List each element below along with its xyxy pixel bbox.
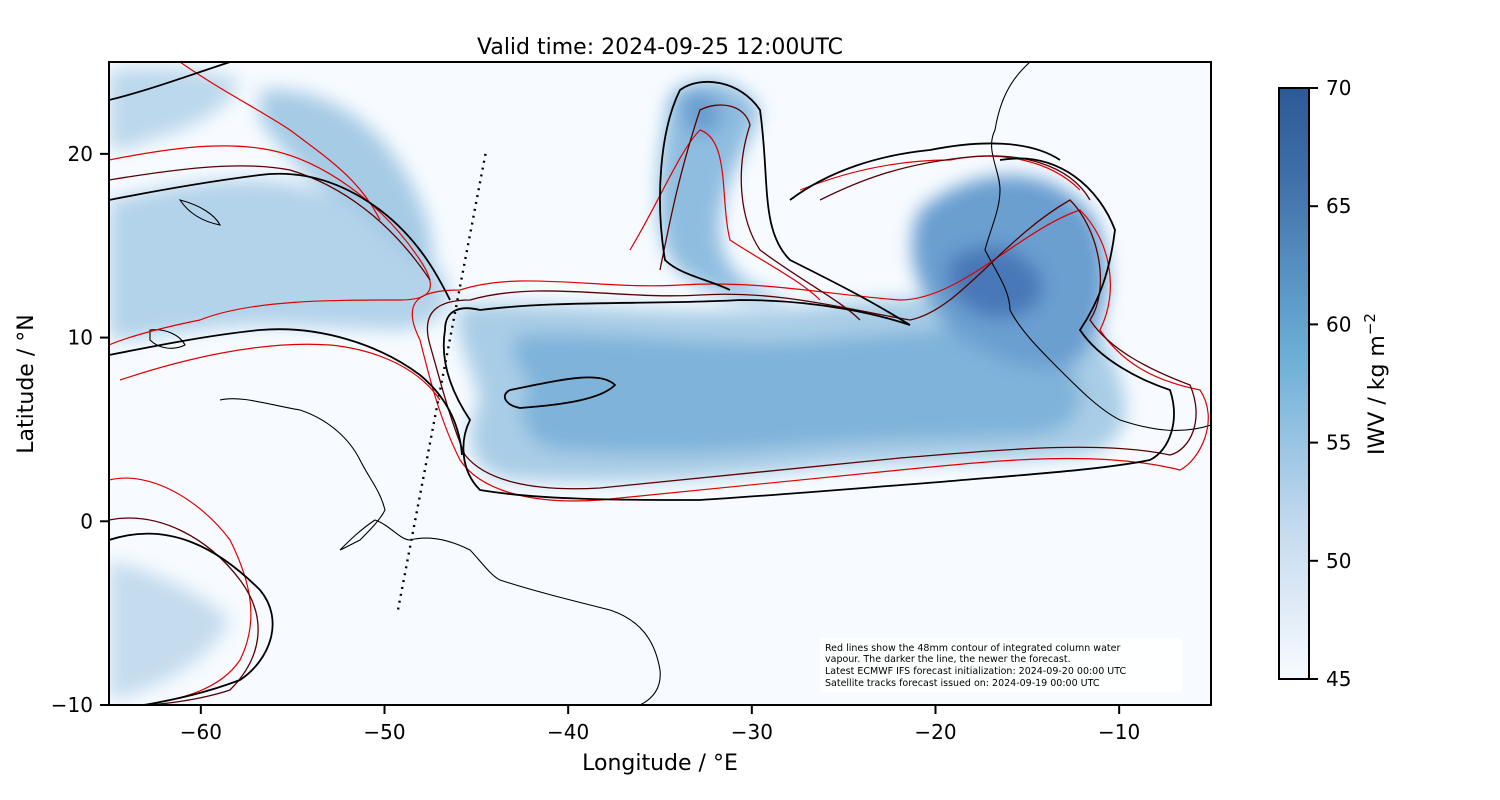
red-contour-sw	[109, 477, 252, 705]
colorbar-tick-label: 50	[1326, 549, 1351, 573]
annotation-line-1: Red lines show the 48mm contour of integ…	[825, 643, 1120, 654]
colorbar-tick-label: 60	[1326, 312, 1351, 336]
iwv-band-core	[512, 318, 1081, 454]
black-contour-ne	[789, 142, 1061, 201]
africa-coast	[984, 62, 1211, 431]
annotation-box: Red lines show the 48mm contour of integ…	[820, 638, 1182, 692]
black-contour-hole	[503, 376, 617, 409]
black-contour-main	[479, 80, 911, 326]
iwv-nw-corner	[109, 67, 240, 150]
black-contour-west2	[109, 328, 463, 456]
map-title: Valid time: 2024-09-25 12:00UTC	[477, 35, 843, 60]
y-tick-label: 0	[80, 509, 93, 533]
mid-contour-main	[426, 199, 1197, 490]
colorbar-ticks: 70 65 60 55 50 45	[1309, 76, 1351, 691]
iwv-east-core	[947, 245, 1043, 319]
plot-area: Red lines show the 48mm contour of integ…	[109, 62, 1211, 705]
y-axis: 20 10 0 −10	[51, 142, 109, 717]
x-tick-label: −20	[914, 720, 956, 744]
mid-contour-arm	[659, 104, 861, 321]
red-contour-ne	[799, 155, 1081, 191]
contours-newest	[109, 62, 1175, 705]
black-contour-nw	[109, 62, 231, 101]
colorbar-tick-label: 70	[1326, 76, 1351, 100]
iwv-north-core	[680, 91, 723, 136]
contours-oldest	[109, 62, 1209, 705]
annotation-line-2: vapour. The darker the line, the newer t…	[825, 654, 1071, 665]
colorbar-label: IWV / kg m−2	[1361, 313, 1390, 455]
x-tick-label: −10	[1098, 720, 1140, 744]
annotation-background	[820, 638, 1182, 692]
x-tick-label: −50	[363, 720, 405, 744]
colorbar: 70 65 60 55 50 45 IWV / kg m−2	[1278, 76, 1390, 691]
iwv-sw-blob	[109, 560, 230, 700]
x-axis: −60 −50 −40 −30 −20 −10	[180, 705, 1140, 744]
colorbar-tick-label: 45	[1326, 667, 1351, 691]
red-contour-west2	[119, 343, 441, 401]
plot-frame	[108, 61, 1212, 706]
mid-contour-west	[109, 165, 431, 281]
colorbar-label-exponent: −2	[1361, 313, 1379, 335]
y-tick-label: 20	[68, 142, 93, 166]
south-america-coast	[219, 398, 661, 705]
mid-contour-ne	[819, 155, 1091, 201]
red-contour-arm	[629, 129, 821, 301]
black-contour-west	[109, 172, 451, 301]
red-contour-nw	[179, 62, 381, 221]
x-tick-label: −40	[547, 720, 589, 744]
y-axis-label: Latitude / °N	[14, 314, 39, 453]
red-contour-west	[109, 145, 431, 346]
annotation-line-3: Latest ECMWF IFS forecast initialization…	[825, 666, 1126, 677]
x-axis-label: Longitude / °E	[582, 751, 738, 776]
satellite-track	[396, 153, 487, 614]
black-contour-east	[442, 157, 1175, 501]
x-tick-label: −60	[180, 720, 222, 744]
black-contour-sw	[109, 532, 274, 705]
contours-mid	[109, 104, 1197, 705]
y-tick-label: 10	[68, 326, 93, 350]
caribbean-island-a	[149, 329, 186, 349]
colorbar-tick-label: 55	[1326, 431, 1351, 455]
y-tick-label: −10	[51, 693, 93, 717]
iwv-nw-band	[260, 89, 433, 271]
mid-contour-sw	[109, 517, 259, 705]
annotation-line-4: Satellite tracks forecast issued on: 202…	[825, 678, 1100, 689]
caribbean-island-b	[178, 199, 221, 226]
coastlines	[149, 62, 1211, 705]
colorbar-tick-label: 65	[1326, 194, 1351, 218]
colorbar-label-main: IWV / kg m	[1365, 335, 1390, 455]
x-tick-label: −30	[731, 720, 773, 744]
colorbar-gradient	[1278, 87, 1310, 680]
